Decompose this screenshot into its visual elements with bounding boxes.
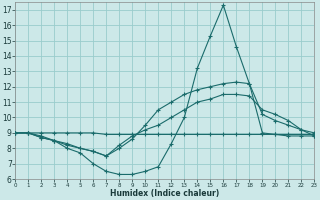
X-axis label: Humidex (Indice chaleur): Humidex (Indice chaleur)	[110, 189, 220, 198]
